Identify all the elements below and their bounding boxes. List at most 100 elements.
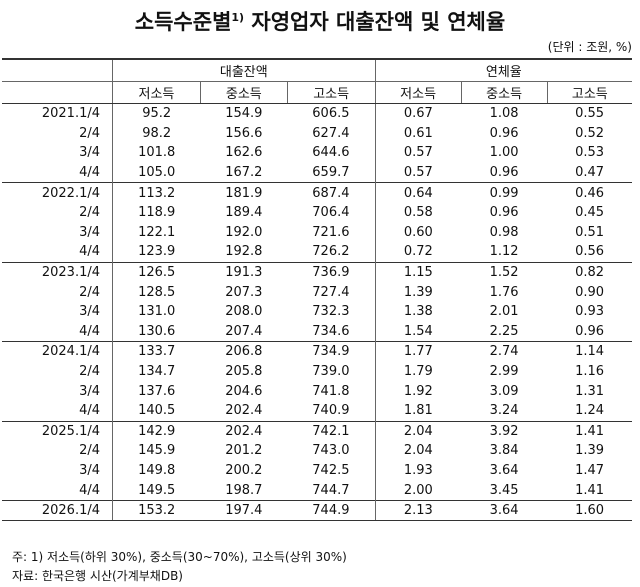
table-row: 4/4 149.5 198.7 744.7 2.00 3.45 1.41: [2, 480, 632, 501]
table-row: 3/4 101.8 162.6 644.6 0.57 1.00 0.53: [2, 143, 632, 163]
column-header: 저소득: [112, 81, 201, 104]
cell: 2.25: [489, 323, 519, 339]
cell: 192.0: [225, 224, 263, 240]
period: 3/4: [79, 383, 100, 399]
cell: 687.4: [287, 182, 376, 203]
note: 주: 1) 저소득(하위 30%), 중소득(30~70%), 고소득(상위 3…: [12, 550, 347, 564]
cell: 1.16: [575, 364, 605, 380]
table-row: 4/4 130.6 207.4 734.6 1.54 2.25 0.96: [2, 321, 632, 342]
table-row: 2/4 98.2 156.6 627.4 0.61 0.96 0.52: [2, 123, 632, 144]
cell: 741.8: [312, 383, 350, 399]
table-row: 3/4 131.0 208.0 732.3 1.38 2.01 0.93: [2, 301, 632, 322]
cell: 149.5: [112, 480, 201, 501]
cell: 1.38: [374, 301, 462, 322]
corner: [2, 58, 113, 82]
cell: 142.9: [112, 420, 201, 442]
title-sup: 1): [231, 11, 245, 24]
cell: 739.0: [312, 364, 350, 380]
cell: 133.7: [112, 341, 201, 362]
cell: 1.47: [575, 462, 605, 478]
table-row: 2/4 134.7 205.8 739.0 1.79 2.99 1.16: [2, 361, 632, 382]
cell: 606.5: [312, 106, 350, 122]
cell: 734.6: [312, 323, 350, 339]
cell: 0.99: [461, 182, 548, 203]
group-header: 대출잔액: [112, 58, 376, 82]
cell: 742.1: [287, 420, 376, 442]
data-table: 대출잔액 연체율 저소득 중소득 고소득 저소득 중소득 고소득 2021.1/4 95.2 1…: [2, 58, 632, 522]
cell: 167.2: [225, 165, 263, 181]
table-row: 2024.1/4 133.7 206.8 734.9 1.77 2.74 1.14: [2, 341, 632, 362]
cell: 1.24: [575, 403, 605, 419]
cell: 205.8: [225, 364, 263, 380]
cell: 0.53: [575, 145, 605, 161]
cell: 95.2: [112, 103, 201, 124]
cell: 1.15: [374, 261, 462, 283]
table-row: 2026.1/4 153.2 197.4 744.9 2.13 3.64 1.60: [2, 499, 632, 522]
cell: 0.55: [575, 106, 605, 122]
period: 4/4: [79, 165, 100, 181]
cell: 191.3: [200, 261, 288, 283]
cell: 98.2: [112, 123, 201, 144]
cell: 1.14: [547, 341, 632, 362]
period: 4/4: [79, 403, 100, 419]
period: 4/4: [79, 482, 100, 498]
cell: 2.13: [374, 499, 462, 522]
title-rest: 자영업자 대출잔액 및 연체율: [251, 10, 506, 34]
cell: 734.9: [287, 341, 376, 362]
table-row: 2021.1/4 95.2 154.9 606.5 0.67 1.08 0.55: [2, 103, 632, 124]
cell: 743.0: [312, 443, 350, 459]
cell: 732.3: [312, 304, 350, 320]
table-row: 3/4 122.1 192.0 721.6 0.60 0.98 0.51: [2, 222, 632, 243]
cell: 1.52: [461, 261, 548, 283]
cell: 131.0: [112, 301, 201, 322]
cell: 181.9: [200, 182, 288, 203]
cell: 3.92: [461, 420, 548, 442]
cell: 0.96: [489, 125, 519, 141]
cell: 0.93: [575, 304, 605, 320]
cell: 0.96: [489, 165, 519, 181]
table-row: 2/4 118.9 189.4 706.4 0.58 0.96 0.45: [2, 202, 632, 223]
cell: 2.01: [489, 304, 519, 320]
cell: 0.98: [489, 224, 519, 240]
period: 4/4: [79, 323, 100, 339]
cell: 0.51: [575, 224, 605, 240]
period: 2026.1/4: [2, 499, 113, 522]
cell: 145.9: [112, 441, 201, 461]
cell: 0.72: [374, 242, 462, 263]
cell: 156.6: [225, 125, 263, 141]
cell: 204.6: [225, 383, 263, 399]
cell: 207.3: [225, 284, 263, 300]
cell: 721.6: [312, 224, 350, 240]
cell: 1.08: [489, 106, 519, 122]
cell: 201.2: [225, 443, 263, 459]
cell: 1.77: [374, 341, 462, 362]
cell: 1.92: [374, 381, 462, 401]
period: 2025.1/4: [2, 420, 113, 442]
cell: 727.4: [312, 284, 350, 300]
group-header: 연체율: [374, 58, 632, 82]
table-row: 3/4 137.6 204.6 741.8 1.92 3.09 1.31: [2, 381, 632, 401]
table-row: 2/4 145.9 201.2 743.0 2.04 3.84 1.39: [2, 441, 632, 461]
period: 2022.1/4: [2, 182, 113, 203]
table-row: 2025.1/4 142.9 202.4 742.1 2.04 3.92 1.41: [2, 420, 632, 442]
cell: 1.39: [374, 282, 462, 302]
cell: 0.96: [575, 323, 605, 339]
cell: 153.2: [112, 499, 201, 522]
cell: 134.7: [112, 361, 201, 382]
cell: 2.04: [374, 420, 462, 442]
cell: 126.5: [112, 261, 201, 283]
period: 4/4: [79, 244, 100, 260]
unit: (단위 : 조원, %): [547, 40, 632, 54]
cell: 1.60: [547, 499, 632, 522]
cell: 162.6: [225, 145, 263, 161]
cell: 200.2: [225, 462, 263, 478]
cell: 206.8: [200, 341, 288, 362]
period: 2/4: [79, 284, 100, 300]
cell: 726.2: [312, 244, 350, 260]
cell: 1.79: [374, 361, 462, 382]
cell: 1.54: [374, 321, 462, 342]
cell: 0.52: [575, 125, 605, 141]
table-row: 2022.1/4 113.2 181.9 687.4 0.64 0.99 0.46: [2, 182, 632, 203]
cell: 3.24: [489, 403, 519, 419]
cell: 137.6: [112, 381, 201, 401]
